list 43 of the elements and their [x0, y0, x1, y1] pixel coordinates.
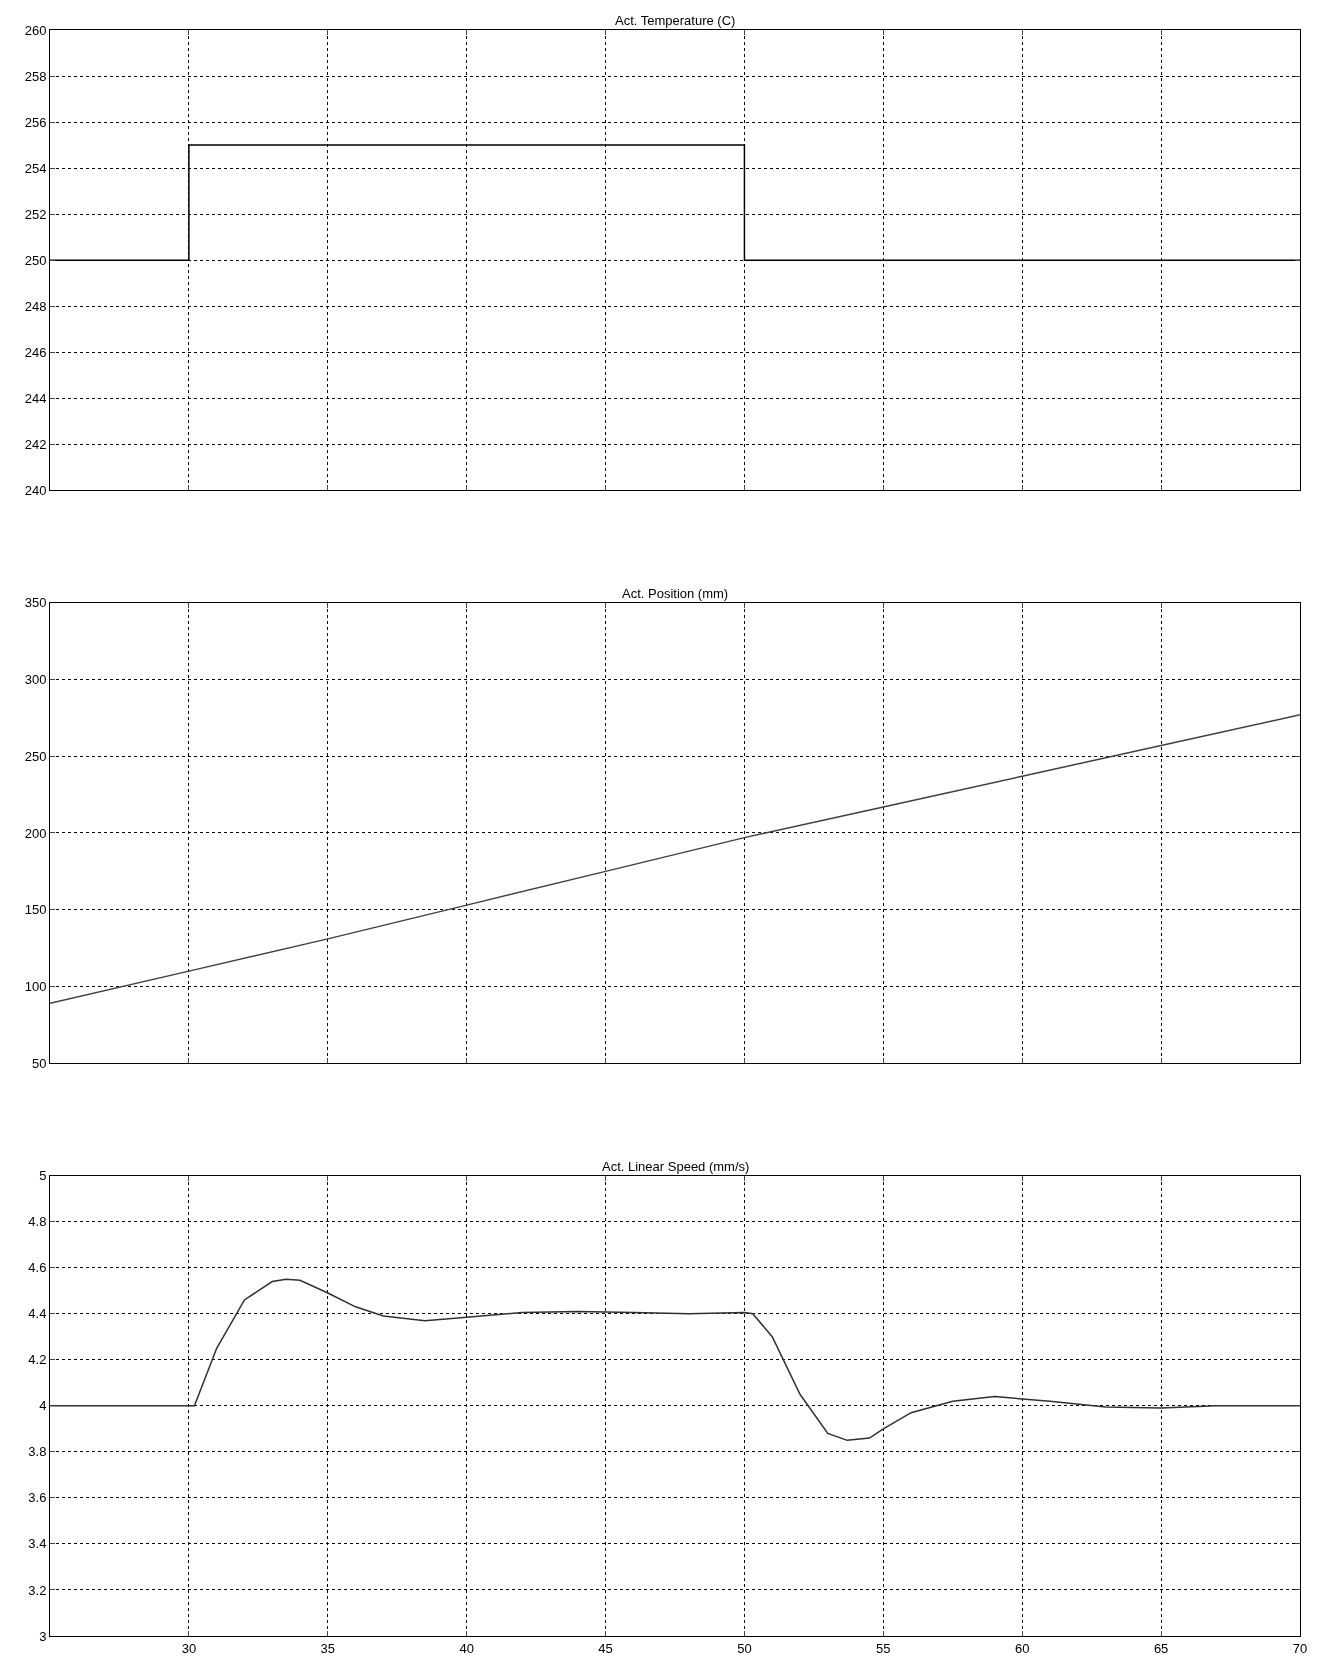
x-tick-label: 65 — [1153, 1640, 1169, 1656]
y-tick-label: 50 — [31, 1055, 47, 1071]
y-tick-label: 100 — [24, 979, 47, 995]
y-tick-label: 260 — [24, 22, 47, 38]
x-tick-label: 40 — [459, 1640, 474, 1656]
y-tick-label: 258 — [24, 68, 47, 84]
y-tick-label: 4.2 — [28, 1352, 47, 1368]
chart-title: Act. Temperature (C) — [615, 13, 736, 28]
y-tick-label: 300 — [24, 672, 47, 688]
y-tick-label: 3.8 — [28, 1444, 47, 1460]
y-tick-label: 3 — [39, 1628, 47, 1644]
y-tick-label: 254 — [24, 160, 47, 176]
y-tick-label: 3.2 — [28, 1582, 47, 1598]
x-tick-label: 50 — [737, 1640, 752, 1656]
y-tick-label: 244 — [24, 390, 47, 406]
y-tick-label: 248 — [24, 298, 47, 314]
y-tick-label: 3.6 — [28, 1490, 47, 1506]
chart-title: Act. Linear Speed (mm/s) — [602, 1159, 750, 1174]
y-tick-label: 250 — [24, 748, 47, 764]
y-tick-label: 246 — [24, 344, 47, 360]
x-tick-label: 45 — [598, 1640, 613, 1656]
y-tick-label: 350 — [24, 595, 47, 611]
y-tick-label: 150 — [24, 902, 47, 918]
x-tick-label: 35 — [320, 1640, 336, 1656]
y-tick-label: 256 — [24, 114, 47, 130]
line-series — [50, 714, 1300, 1005]
y-tick-label: 250 — [24, 252, 47, 268]
y-tick-label: 240 — [24, 482, 47, 498]
x-tick-label: 60 — [1014, 1640, 1030, 1656]
line-series — [50, 1278, 1300, 1442]
y-tick-label: 3.4 — [28, 1536, 47, 1552]
y-tick-label: 4 — [39, 1398, 47, 1414]
x-tick-label: 70 — [1292, 1640, 1308, 1656]
chart-title: Act. Position (mm) — [622, 586, 729, 601]
x-tick-label: 55 — [876, 1640, 891, 1656]
y-tick-label: 5 — [39, 1168, 47, 1184]
y-tick-label: 4.6 — [28, 1260, 47, 1276]
y-tick-label: 242 — [24, 436, 47, 452]
y-tick-label: 4.4 — [28, 1306, 47, 1322]
x-tick-label: 30 — [181, 1640, 197, 1656]
y-tick-label: 252 — [24, 206, 47, 222]
y-tick-label: 4.8 — [28, 1214, 47, 1230]
y-tick-label: 200 — [24, 825, 47, 841]
